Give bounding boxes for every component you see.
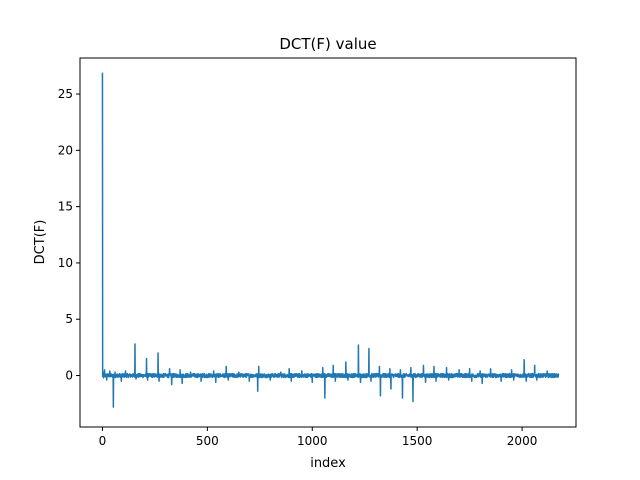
x-tick-label: 2000 bbox=[507, 434, 538, 448]
chart-title: DCT(F) value bbox=[279, 35, 376, 53]
x-axis-label: index bbox=[310, 456, 346, 471]
y-tick-label: 20 bbox=[58, 143, 73, 157]
y-tick-label: 15 bbox=[58, 200, 73, 214]
y-tick-label: 0 bbox=[65, 369, 73, 383]
y-tick-label: 10 bbox=[58, 256, 73, 270]
x-tick-label: 1000 bbox=[297, 434, 328, 448]
y-tick-label: 25 bbox=[58, 87, 73, 101]
x-axis: 0 500 1000 1500 2000 bbox=[99, 427, 538, 448]
axes-frame bbox=[79, 57, 577, 428]
y-axis: 0 5 10 15 20 25 bbox=[58, 87, 80, 383]
x-tick-label: 1500 bbox=[402, 434, 433, 448]
x-tick-label: 500 bbox=[196, 434, 219, 448]
series-line bbox=[101, 72, 560, 408]
y-tick-label: 5 bbox=[65, 312, 73, 326]
x-tick-label: 0 bbox=[99, 434, 107, 448]
plot-area bbox=[101, 72, 560, 408]
y-axis-label: DCT(F) bbox=[33, 220, 48, 265]
